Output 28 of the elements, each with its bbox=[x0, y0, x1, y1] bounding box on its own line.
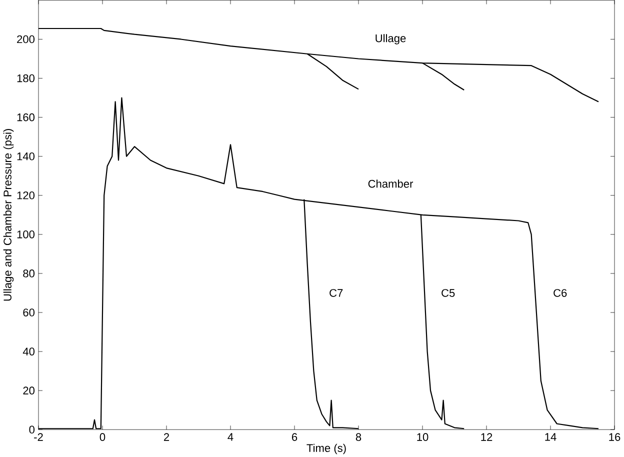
x-tick-label: 8 bbox=[356, 432, 362, 441]
y-tick-label: 200 bbox=[17, 35, 35, 43]
y-axis-title: Ullage and Chamber Pressure (psi) bbox=[3, 128, 14, 300]
annotation: C7 bbox=[330, 288, 343, 297]
x-tick-label: 4 bbox=[228, 432, 234, 441]
y-tick-label: 100 bbox=[17, 230, 35, 238]
annotation: Chamber bbox=[368, 179, 414, 188]
x-tick-label: 0 bbox=[100, 432, 106, 441]
y-tick-label: 60 bbox=[23, 308, 35, 316]
y-tick-label: 120 bbox=[17, 191, 35, 200]
x-tick-label: 10 bbox=[417, 432, 428, 441]
x-tick-label: 2 bbox=[164, 432, 170, 441]
y-tick-label: 140 bbox=[17, 152, 35, 160]
y-tick-label: 180 bbox=[17, 74, 35, 82]
x-tick-label: -2 bbox=[34, 432, 43, 441]
x-tick-label: 16 bbox=[609, 432, 620, 441]
y-tick-label: 160 bbox=[17, 113, 35, 121]
y-tick-label: 0 bbox=[29, 425, 35, 434]
annotation: C6 bbox=[554, 288, 567, 297]
x-tick-label: 6 bbox=[292, 432, 298, 441]
annotation: Ullage bbox=[376, 34, 406, 44]
y-tick-label: 20 bbox=[23, 386, 35, 394]
x-tick-label: 12 bbox=[481, 432, 492, 441]
y-tick-label: 40 bbox=[22, 347, 35, 356]
x-tick-label: 14 bbox=[545, 432, 556, 441]
x-axis-title: Time (s) bbox=[306, 444, 346, 454]
y-tick-label: 80 bbox=[23, 269, 35, 278]
annotation: C5 bbox=[442, 288, 455, 297]
